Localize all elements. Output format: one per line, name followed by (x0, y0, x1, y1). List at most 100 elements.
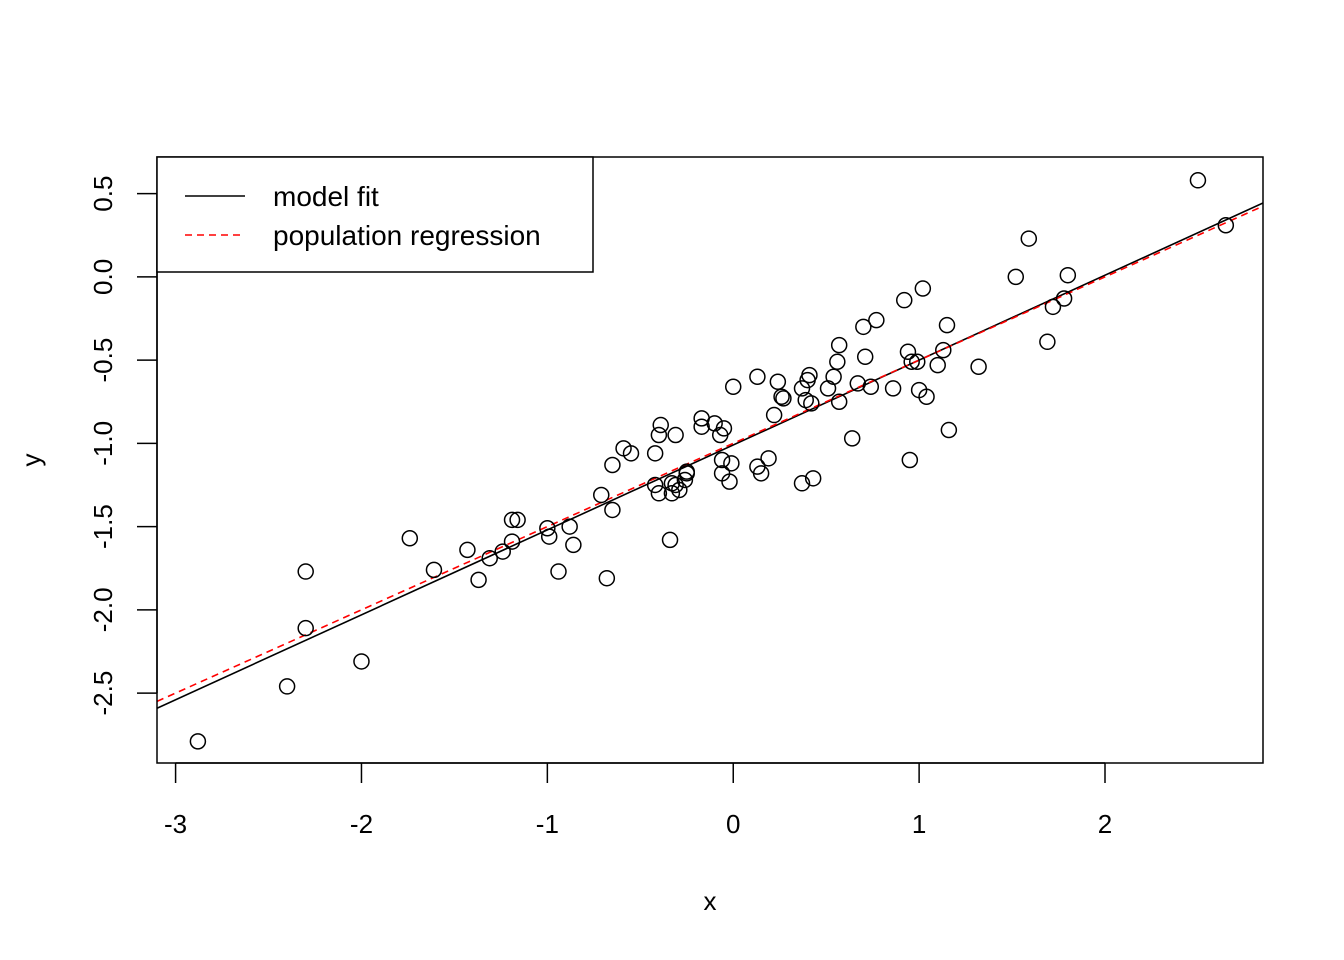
y-tick-label: -1.5 (88, 504, 118, 549)
data-point (901, 451, 919, 469)
data-point (769, 373, 787, 391)
data-point (829, 353, 846, 371)
data-point (297, 619, 314, 637)
data-point (189, 733, 207, 750)
data-point (650, 485, 668, 502)
data-point (678, 465, 696, 482)
data-point (622, 445, 640, 462)
x-tick-label: 0 (726, 809, 740, 839)
data-point (843, 430, 861, 447)
data-point (706, 415, 723, 432)
y-tick-label: -2.0 (88, 587, 118, 632)
data-point (661, 531, 679, 549)
data-point (1059, 266, 1077, 284)
data-point (914, 280, 932, 297)
data-point (667, 426, 684, 444)
y-tick-label: -0.5 (88, 338, 118, 383)
data-point (598, 569, 616, 587)
data-point (1189, 172, 1207, 189)
data-point (1020, 230, 1038, 247)
data-point (752, 465, 770, 482)
y-tick-label: -2.5 (88, 671, 118, 716)
data-point (760, 450, 777, 467)
data-point (1055, 290, 1073, 307)
x-tick-label: -3 (164, 809, 187, 839)
data-point (1007, 268, 1025, 286)
data-point (970, 358, 987, 376)
data-point (646, 476, 664, 494)
data-point (773, 388, 790, 405)
x-tick-label: -2 (350, 809, 373, 839)
data-point (494, 543, 511, 560)
data-point (565, 536, 582, 554)
legend-label-model-fit: model fit (273, 181, 379, 212)
data-point (550, 563, 567, 580)
population-regression-line (157, 205, 1263, 703)
data-point (561, 518, 578, 535)
data-point (895, 291, 913, 309)
data-point (825, 368, 842, 386)
data-point (793, 380, 811, 397)
data-point (604, 501, 621, 519)
y-tick-label: -1.0 (88, 421, 118, 466)
data-point (593, 486, 610, 504)
data-point (723, 455, 740, 472)
data-point (765, 406, 783, 424)
data-point (663, 485, 681, 502)
data-point (909, 353, 926, 371)
data-point (539, 520, 556, 537)
data-point (401, 529, 419, 547)
data-point (856, 348, 874, 366)
data-point (715, 420, 733, 437)
data-point (804, 470, 822, 487)
data-point (775, 390, 792, 407)
data-point (899, 343, 917, 361)
data-point (671, 481, 688, 499)
data-point (868, 311, 885, 329)
x-axis-title: x (704, 886, 717, 916)
data-point (938, 316, 956, 334)
data-point (855, 318, 872, 336)
data-point (1039, 333, 1056, 351)
data-point (278, 678, 296, 695)
data-point (503, 533, 521, 550)
data-point (676, 471, 694, 489)
data-point (667, 476, 684, 494)
x-tick-label: -1 (536, 809, 559, 839)
data-point (801, 366, 818, 384)
data-point (903, 353, 920, 371)
data-point (862, 378, 880, 395)
y-axis: -2.5 -2.0 -1.5 -1.0 -0.5 0.0 0.5 (88, 176, 158, 716)
data-point (849, 375, 867, 392)
data-point (650, 426, 668, 444)
data-point (830, 336, 848, 354)
data-point (1217, 217, 1235, 234)
data-point (604, 456, 621, 474)
model-fit-line (157, 202, 1263, 709)
data-point (940, 421, 958, 439)
data-point (830, 393, 848, 410)
data-point (481, 549, 498, 567)
data-point (297, 563, 314, 580)
data-point (652, 416, 669, 434)
data-point (803, 395, 820, 412)
data-point (884, 380, 902, 397)
data-point (646, 445, 664, 462)
x-tick-label: 1 (912, 809, 926, 839)
data-point (1044, 298, 1062, 316)
legend-box (156, 156, 594, 273)
data-point (819, 380, 837, 397)
data-point (929, 356, 946, 374)
data-point (935, 341, 952, 359)
data-point (540, 528, 558, 545)
data-point (425, 561, 443, 579)
y-tick-label: 0.5 (88, 176, 118, 212)
x-tick-label: 2 (1098, 809, 1112, 839)
regression-lines (157, 202, 1263, 709)
data-points (189, 172, 1235, 750)
data-point (353, 653, 370, 670)
legend-label-population-regression: population regression (273, 220, 541, 251)
data-point (724, 378, 742, 395)
data-point (793, 475, 811, 492)
